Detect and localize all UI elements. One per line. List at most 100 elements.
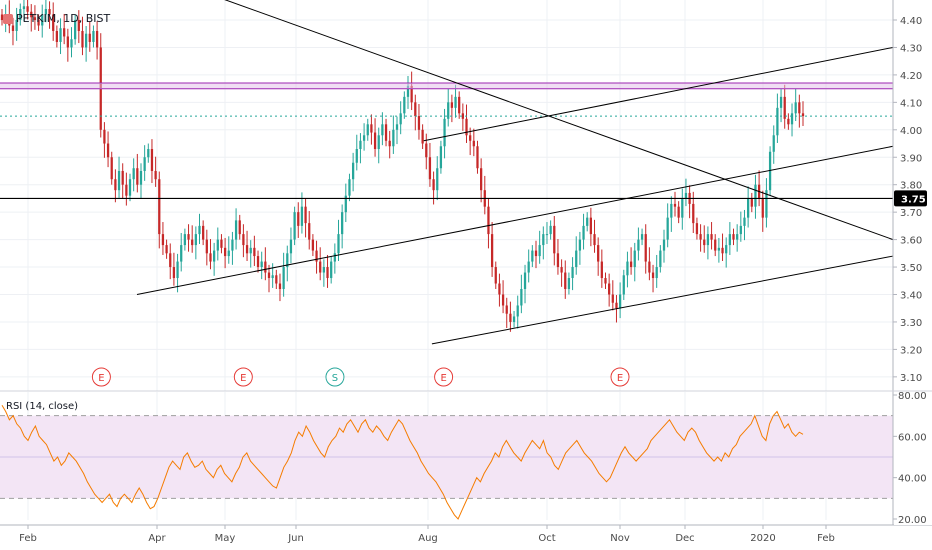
candle-body [743,217,746,226]
candle-body [366,124,369,136]
trendlines [136,0,894,345]
candle-body [699,234,702,240]
candle-body [286,253,289,268]
candle-body [450,102,454,108]
event-marker-e[interactable]: E [233,367,253,387]
candle-body [311,239,315,251]
candle-body [136,168,139,185]
candle-body [388,140,391,147]
candle-body [220,239,223,248]
candle-body [410,85,413,103]
x-tick-label: Apr [148,533,166,544]
rsi-tick-label: 60.00 [898,432,927,443]
y-tick-label: 3.60 [900,236,922,247]
candle-body [458,96,461,114]
candle-body [359,140,362,150]
candle-body [275,275,278,284]
event-marker-e[interactable]: E [434,367,454,387]
candle-body [70,39,73,48]
y-tick-label: 3.90 [900,153,922,164]
y-tick-label: 4.30 [900,43,922,54]
candle-body [618,294,622,309]
event-marker-circle [434,367,454,387]
trendline[interactable] [136,145,894,295]
trendline[interactable] [431,255,894,345]
candle-body [673,203,677,207]
candle-body [779,96,783,108]
candle-body [63,28,66,37]
candle-body [637,239,640,251]
candle-body [227,250,230,257]
trendline[interactable] [423,46,894,142]
candle-body [26,6,29,12]
candle-body [681,198,684,218]
candle-body [761,198,764,218]
candle-body [191,239,194,246]
candle-body [264,261,267,273]
candle-body [783,96,786,119]
candle-body [677,206,680,218]
candle-body [183,234,187,246]
candle-body [776,107,779,136]
candle-body [790,113,794,125]
candle-body [798,102,801,114]
event-marker-e[interactable]: E [91,367,111,387]
y-axis-panel[interactable] [894,0,932,525]
event-marker-circle [325,367,345,387]
candle-body [293,212,296,240]
event-marker-s[interactable]: S [325,367,345,387]
candle-body [575,250,578,268]
candle-body [121,170,124,185]
candle-body [560,267,563,273]
candle-body [125,184,128,196]
candle-body [333,253,336,262]
candle-body [692,203,695,224]
candle-body [717,247,721,251]
y-tick-label: 4.10 [900,98,922,109]
candle-body [633,250,636,268]
candle-body [216,239,219,251]
candle-body [564,272,567,290]
candle-body [640,234,644,240]
candle-body [728,234,731,246]
candle-body [765,190,768,218]
candle-body [608,283,611,295]
rsi-tick-label: 40.00 [898,474,927,485]
current-price-tag: 3.75 [894,190,927,207]
y-tick-label: 3.50 [900,263,922,274]
candle-body [260,261,263,268]
candle-body [245,245,249,254]
candle-body [538,245,541,257]
candle-body [556,253,560,268]
candle-body [659,250,662,268]
candle-body [231,239,234,251]
candle-body [348,179,351,196]
candle-body [567,278,571,290]
y-tick-label: 3.30 [900,318,922,329]
candle-body [472,140,475,147]
candle-body [461,113,464,119]
candle-body [703,239,706,246]
candle-body [66,36,69,48]
candle-body [351,162,355,180]
candle-body [282,267,285,290]
candle-body [578,239,582,251]
candle-body [589,217,592,235]
candle-body [209,253,212,262]
candle-body [106,143,110,158]
event-marker-e[interactable]: E [610,367,630,387]
candle-body [527,261,530,273]
event-marker-letter: E [440,373,446,384]
candle-body [362,135,366,141]
candle-body [271,275,274,279]
candle-body [48,9,51,15]
y-tick-label: 4.40 [900,16,922,27]
candle-body [732,234,735,240]
event-marker-circle [610,367,630,387]
candle-body [629,261,633,268]
candle-body [670,203,673,218]
candle-body [384,124,388,141]
candle-body [586,217,589,226]
candles [0,0,805,332]
